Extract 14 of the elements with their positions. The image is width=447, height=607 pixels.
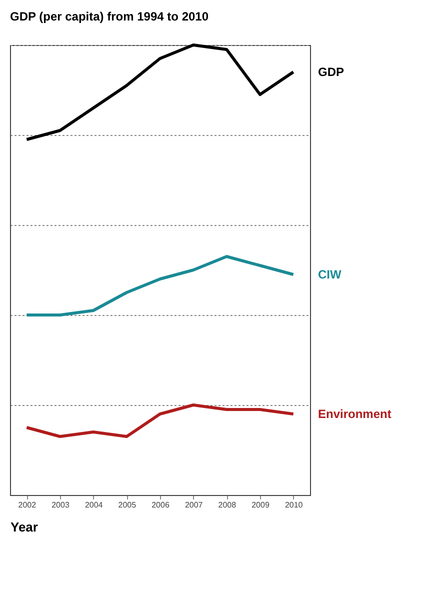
text: Environment xyxy=(318,407,392,421)
text: GDP xyxy=(318,65,344,79)
x-tick-label: 2006 xyxy=(152,500,170,510)
x-axis-title: Year xyxy=(10,520,38,534)
text: CIW xyxy=(318,268,342,282)
chart-title: GDP (per capita) from 1994 to 2010 xyxy=(10,10,209,24)
x-tick-label: 2003 xyxy=(52,500,70,510)
x-tick-label: 2010 xyxy=(284,500,304,510)
x-tick-label: 2009 xyxy=(252,500,270,510)
x-tick-label: 2008 xyxy=(218,500,237,510)
x-tick-label: 2004 xyxy=(84,500,104,510)
x-tick-label: 2002 xyxy=(18,500,37,510)
x-tick-label: 2005 xyxy=(118,500,137,510)
x-tick-label: 2007 xyxy=(184,500,204,510)
